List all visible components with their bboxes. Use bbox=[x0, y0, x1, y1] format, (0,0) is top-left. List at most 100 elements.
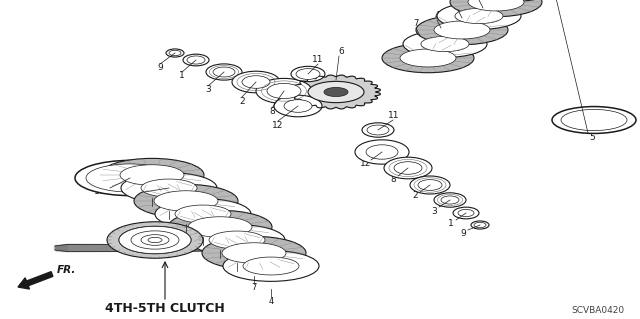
Ellipse shape bbox=[175, 205, 231, 223]
Ellipse shape bbox=[155, 199, 251, 229]
Ellipse shape bbox=[324, 87, 348, 97]
Text: 8: 8 bbox=[269, 108, 275, 116]
Ellipse shape bbox=[86, 164, 174, 192]
Text: 4: 4 bbox=[234, 271, 239, 279]
Ellipse shape bbox=[232, 71, 280, 93]
Text: 7: 7 bbox=[252, 284, 257, 293]
Ellipse shape bbox=[148, 237, 162, 243]
Ellipse shape bbox=[166, 49, 184, 57]
Ellipse shape bbox=[474, 222, 486, 228]
Ellipse shape bbox=[213, 67, 235, 77]
Polygon shape bbox=[55, 244, 225, 251]
Text: 7: 7 bbox=[149, 205, 155, 214]
Ellipse shape bbox=[134, 184, 238, 218]
Ellipse shape bbox=[187, 56, 205, 64]
Text: 7: 7 bbox=[455, 2, 461, 11]
Ellipse shape bbox=[121, 173, 217, 203]
Ellipse shape bbox=[141, 179, 197, 197]
Ellipse shape bbox=[561, 109, 627, 130]
Text: 4: 4 bbox=[200, 244, 205, 254]
Text: 7: 7 bbox=[183, 232, 189, 241]
Ellipse shape bbox=[552, 107, 636, 133]
Ellipse shape bbox=[421, 36, 469, 52]
Ellipse shape bbox=[274, 95, 322, 117]
Ellipse shape bbox=[382, 43, 474, 73]
Ellipse shape bbox=[471, 221, 489, 229]
Text: 9: 9 bbox=[157, 63, 163, 72]
Text: 3: 3 bbox=[205, 85, 211, 94]
Text: 4: 4 bbox=[166, 219, 172, 227]
Ellipse shape bbox=[223, 251, 319, 281]
Ellipse shape bbox=[434, 193, 466, 207]
Ellipse shape bbox=[453, 207, 479, 219]
Ellipse shape bbox=[100, 158, 204, 192]
Text: SCVBA0420: SCVBA0420 bbox=[572, 306, 625, 315]
Text: 4TH-5TH CLUTCH: 4TH-5TH CLUTCH bbox=[105, 301, 225, 315]
Ellipse shape bbox=[168, 210, 272, 244]
Ellipse shape bbox=[107, 222, 203, 258]
Text: 2: 2 bbox=[239, 97, 245, 106]
Text: FR.: FR. bbox=[57, 265, 76, 275]
Text: 5: 5 bbox=[135, 191, 141, 201]
Ellipse shape bbox=[400, 49, 456, 67]
Ellipse shape bbox=[141, 235, 169, 245]
Ellipse shape bbox=[468, 0, 524, 11]
Ellipse shape bbox=[169, 50, 181, 56]
Ellipse shape bbox=[242, 76, 270, 88]
Text: 12: 12 bbox=[360, 160, 372, 168]
Ellipse shape bbox=[384, 157, 432, 179]
Ellipse shape bbox=[119, 226, 191, 254]
Text: 10: 10 bbox=[94, 188, 106, 197]
Ellipse shape bbox=[202, 236, 306, 270]
Text: 5: 5 bbox=[589, 133, 595, 143]
FancyArrow shape bbox=[18, 272, 53, 289]
Ellipse shape bbox=[119, 226, 191, 254]
Text: 7: 7 bbox=[413, 19, 419, 28]
Text: 8: 8 bbox=[390, 175, 396, 184]
Ellipse shape bbox=[222, 243, 286, 263]
Ellipse shape bbox=[418, 180, 442, 190]
Text: 4: 4 bbox=[435, 11, 440, 20]
Ellipse shape bbox=[367, 125, 389, 135]
Ellipse shape bbox=[189, 225, 285, 256]
Ellipse shape bbox=[394, 162, 422, 174]
Ellipse shape bbox=[403, 31, 487, 57]
Ellipse shape bbox=[450, 0, 542, 17]
Ellipse shape bbox=[441, 196, 459, 204]
Ellipse shape bbox=[434, 21, 490, 39]
Text: 9: 9 bbox=[460, 229, 466, 239]
Ellipse shape bbox=[355, 140, 409, 164]
Polygon shape bbox=[292, 75, 380, 109]
Ellipse shape bbox=[256, 78, 312, 104]
Ellipse shape bbox=[131, 231, 179, 249]
Text: 11: 11 bbox=[388, 112, 400, 121]
Ellipse shape bbox=[131, 231, 179, 249]
Text: 1: 1 bbox=[179, 71, 185, 80]
Ellipse shape bbox=[209, 231, 265, 249]
Ellipse shape bbox=[291, 66, 325, 82]
Ellipse shape bbox=[243, 257, 299, 275]
Text: 4: 4 bbox=[268, 296, 274, 306]
Text: 10: 10 bbox=[617, 122, 628, 130]
Text: 7: 7 bbox=[218, 257, 223, 266]
Ellipse shape bbox=[366, 145, 398, 159]
Ellipse shape bbox=[183, 54, 209, 66]
Text: 6: 6 bbox=[338, 48, 344, 56]
Text: 1: 1 bbox=[448, 219, 454, 228]
Text: 4: 4 bbox=[476, 0, 482, 1]
Ellipse shape bbox=[455, 8, 503, 24]
Ellipse shape bbox=[362, 123, 394, 137]
Text: 3: 3 bbox=[431, 206, 437, 216]
Ellipse shape bbox=[308, 81, 364, 103]
Ellipse shape bbox=[416, 15, 508, 45]
Text: 11: 11 bbox=[312, 56, 324, 64]
Ellipse shape bbox=[188, 217, 252, 237]
Ellipse shape bbox=[471, 0, 555, 2]
Ellipse shape bbox=[141, 235, 169, 245]
Ellipse shape bbox=[458, 209, 474, 217]
Text: 2: 2 bbox=[412, 191, 418, 201]
Ellipse shape bbox=[267, 83, 301, 99]
Ellipse shape bbox=[284, 100, 312, 112]
Ellipse shape bbox=[75, 160, 185, 196]
Ellipse shape bbox=[437, 3, 521, 29]
